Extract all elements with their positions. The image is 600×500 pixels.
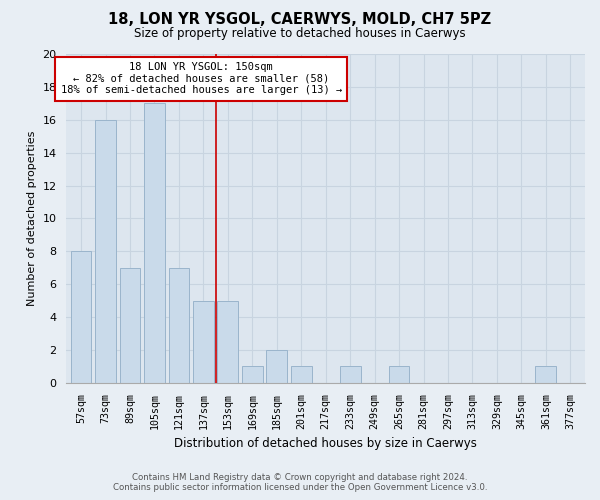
Text: 18 LON YR YSGOL: 150sqm
← 82% of detached houses are smaller (58)
18% of semi-de: 18 LON YR YSGOL: 150sqm ← 82% of detache… — [61, 62, 342, 96]
Bar — [389, 366, 409, 383]
Bar — [217, 300, 238, 383]
Bar — [242, 366, 263, 383]
Bar — [119, 268, 140, 383]
Bar — [340, 366, 361, 383]
Bar — [291, 366, 311, 383]
Bar — [535, 366, 556, 383]
Bar — [169, 268, 190, 383]
Text: Size of property relative to detached houses in Caerwys: Size of property relative to detached ho… — [134, 28, 466, 40]
Bar — [71, 252, 91, 383]
Text: 18, LON YR YSGOL, CAERWYS, MOLD, CH7 5PZ: 18, LON YR YSGOL, CAERWYS, MOLD, CH7 5PZ — [109, 12, 491, 28]
Bar — [95, 120, 116, 383]
Y-axis label: Number of detached properties: Number of detached properties — [27, 131, 37, 306]
X-axis label: Distribution of detached houses by size in Caerwys: Distribution of detached houses by size … — [174, 437, 477, 450]
Text: Contains HM Land Registry data © Crown copyright and database right 2024.
Contai: Contains HM Land Registry data © Crown c… — [113, 473, 487, 492]
Bar — [266, 350, 287, 383]
Bar — [144, 104, 165, 383]
Bar — [193, 300, 214, 383]
